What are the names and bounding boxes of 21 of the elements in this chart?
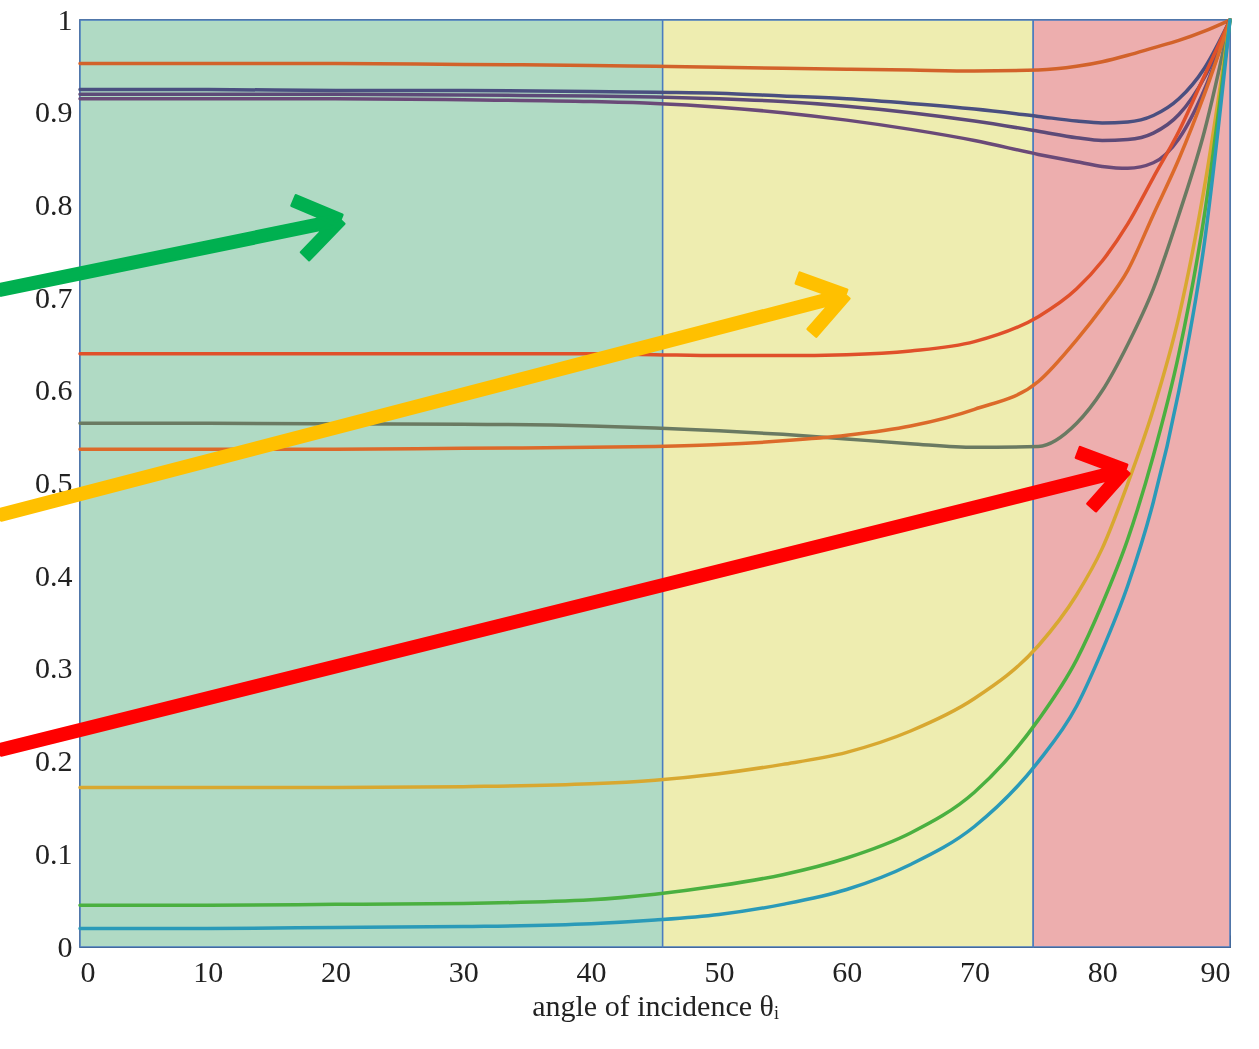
y-tick-label: 0.2 [35,744,73,778]
y-tick-label: 0.4 [35,558,73,592]
y-tick-label: 0.3 [35,651,73,685]
x-tick-label: 0 [80,954,96,988]
y-tick-label: 0.6 [35,373,73,407]
x-tick-label: 90 [1200,954,1231,988]
x-axis-title: angle of incidence θᵢ [532,988,779,1022]
y-tick-label: 0 [57,929,73,963]
x-tick-label: 20 [321,954,352,988]
x-tick-label: 60 [832,954,863,988]
x-tick-label: 50 [704,954,735,988]
x-tick-label: 80 [1087,954,1118,988]
y-tick-label: 0.7 [35,280,73,314]
x-tick-label: 40 [576,954,607,988]
y-tick-label: 0.8 [35,187,73,221]
y-tick-label: 0.9 [35,95,73,129]
x-tick-label: 30 [448,954,479,988]
y-tick-label: 0.1 [35,836,73,870]
x-tick-label: 10 [193,954,224,988]
y-tick-label: 1 [57,2,73,36]
x-tick-label: 70 [959,954,990,988]
